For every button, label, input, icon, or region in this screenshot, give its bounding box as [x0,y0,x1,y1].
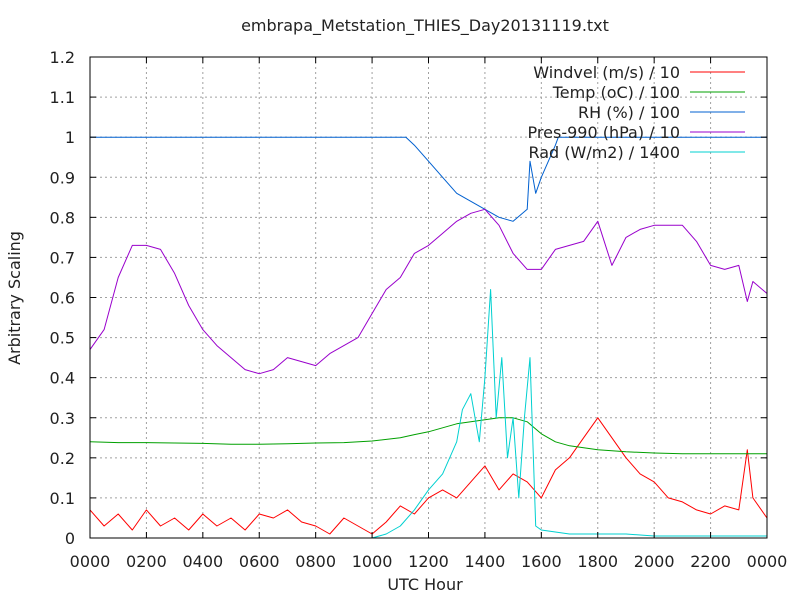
series-line-1 [89,417,767,455]
series-line-3 [89,208,768,375]
legend-label-1: Temp (oC) / 100 [552,83,680,102]
y-tick-label: 1.2 [50,48,75,67]
chart-title: embrapa_Metstation_THIES_Day20131119.txt [241,16,609,36]
x-tick-label: 2000 [634,552,675,571]
y-tick-label: 1.1 [50,88,75,107]
y-tick-label: 0.5 [50,329,75,348]
y-tick-label: 0.8 [50,208,75,227]
series-line-4 [90,289,767,539]
series-line-2 [90,136,767,222]
y-tick-label: 0.1 [50,489,75,508]
x-tick-label: 0600 [239,552,280,571]
x-tick-label: 1200 [408,552,449,571]
y-tick-label: 0 [65,529,75,548]
x-tick-label: 0800 [295,552,336,571]
x-tick-label: 0000 [70,552,111,571]
series-line-0 [89,417,768,535]
y-tick-label: 0.7 [50,248,75,267]
legend-label-3: Pres-990 (hPa) / 10 [528,123,680,142]
y-tick-label: 0.6 [50,289,75,308]
x-tick-label: 0400 [182,552,223,571]
legend-label-2: RH (%) / 100 [578,103,680,122]
x-tick-label: 0200 [126,552,167,571]
x-axis-label: UTC Hour [387,575,463,594]
x-tick-label: 1000 [352,552,393,571]
x-tick-label: 0000 [747,552,788,571]
y-tick-label: 0.9 [50,168,75,187]
legend-label-4: Rad (W/m2) / 1400 [528,143,680,162]
y-tick-label: 0.4 [50,369,75,388]
x-tick-label: 1400 [465,552,506,571]
x-tick-label: 1800 [577,552,618,571]
x-tick-label: 1600 [521,552,562,571]
y-axis-label: Arbitrary Scaling [5,231,24,365]
legend-label-0: Windvel (m/s) / 10 [533,63,680,82]
ticks: 0 0.1 0.2 0.3 0.4 0.5 0.6 0.7 0.8 0.9 1 1.1 1.2 0000 0… [50,48,788,571]
x-tick-label: 2200 [690,552,731,571]
series-layer [89,136,768,539]
y-tick-label: 0.3 [50,409,75,428]
y-tick-label: 0.2 [50,449,75,468]
y-tick-label: 1 [65,128,75,147]
